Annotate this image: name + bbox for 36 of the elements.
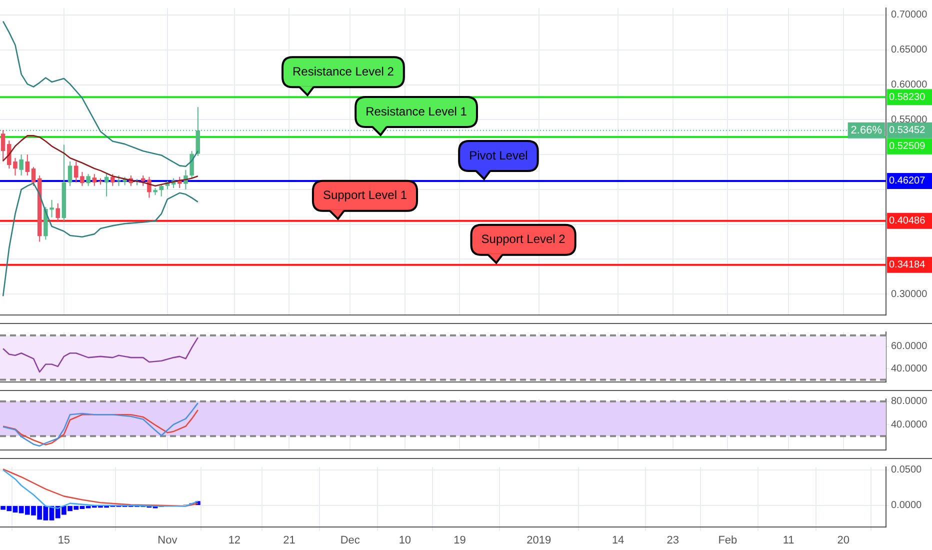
x-tick-label: 19: [454, 534, 466, 546]
x-tick-label: Nov: [158, 534, 178, 546]
x-tick-label: 20: [837, 534, 850, 546]
ref-line-label: 0.52509: [889, 141, 926, 152]
x-tick-label: 10: [398, 534, 412, 546]
x-tick-label: 23: [666, 534, 679, 546]
annotation: Pivot Level: [469, 148, 528, 162]
y-tick-label: 0.65000: [891, 44, 928, 56]
annotation: Support Level 2: [481, 232, 566, 246]
annotation: Resistance Level 1: [366, 104, 468, 118]
annotation: Support Level 1: [322, 188, 408, 202]
ref-line-label: 0.34184: [889, 260, 926, 271]
x-tick-label: Feb: [718, 534, 738, 546]
x-tick-label: Dec: [340, 534, 360, 546]
x-tick-label: 14: [612, 534, 624, 546]
y-tick-label: 0.55000: [891, 114, 928, 126]
y-tick-label: 80.0000: [891, 396, 928, 408]
y-tick-label: 0.0000: [891, 500, 922, 512]
y-tick-label: 40.0000: [891, 363, 928, 374]
y-tick-label: 40.0000: [891, 419, 928, 430]
ref-line-label: 0.40486: [889, 216, 926, 227]
ref-line-label: 0.58230: [889, 92, 926, 103]
y-tick-label: 60.0000: [891, 341, 928, 352]
y-tick-label: 0.70000: [891, 10, 928, 21]
annotation: 2.66%: [850, 124, 882, 136]
ref-line-label: 0.46207: [889, 176, 926, 187]
x-tick-label: 2019: [526, 534, 552, 546]
y-tick-label: 0.60000: [891, 80, 928, 90]
annotation: Resistance Level 2: [292, 64, 394, 78]
x-tick-label: 15: [58, 534, 70, 546]
y-tick-label: 0.30000: [891, 288, 928, 300]
x-tick-label: 11: [782, 534, 794, 546]
x-tick-label: 12: [228, 534, 241, 546]
ref-line-label: 0.53452: [889, 125, 926, 136]
y-tick-label: 0.0500: [891, 464, 922, 476]
x-tick-label: 21: [283, 534, 296, 546]
